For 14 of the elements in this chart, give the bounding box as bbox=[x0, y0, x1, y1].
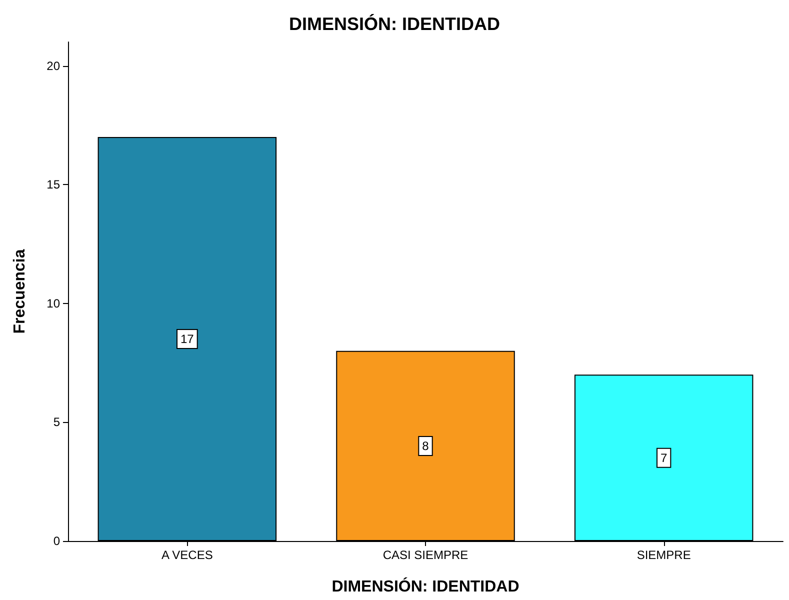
x-tick-label: A VECES bbox=[161, 548, 213, 562]
y-axis-title: Frecuencia bbox=[12, 249, 28, 334]
chart-title: DIMENSIÓN: IDENTIDAD bbox=[289, 14, 500, 34]
y-tick-label: 0 bbox=[53, 534, 60, 548]
x-tick-label: SIEMPRE bbox=[636, 548, 691, 562]
data-label: 17 bbox=[180, 332, 194, 346]
data-label: 7 bbox=[660, 450, 668, 465]
y-tick-label: 10 bbox=[46, 296, 60, 310]
x-axis-title: DIMENSIÓN: IDENTIDAD bbox=[332, 576, 520, 596]
x-tick-label: CASI SIEMPRE bbox=[382, 548, 468, 562]
y-tick-label: 20 bbox=[46, 58, 60, 73]
data-label: 8 bbox=[422, 438, 430, 453]
y-tick-label: 15 bbox=[46, 178, 60, 192]
y-tick-label: 5 bbox=[53, 415, 60, 430]
